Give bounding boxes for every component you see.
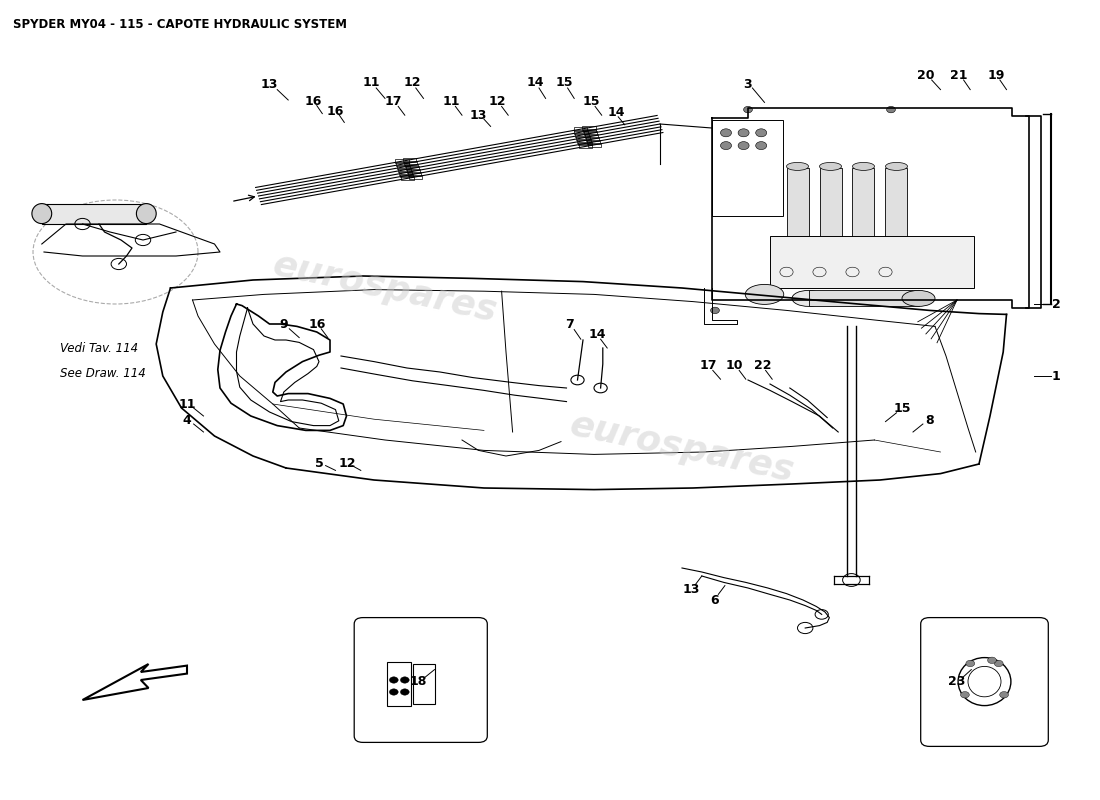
Circle shape: [400, 677, 409, 683]
Text: eurospares: eurospares: [270, 248, 500, 328]
Text: 2: 2: [1052, 298, 1060, 310]
Bar: [770, 236, 974, 288]
Text: See Draw. 114: See Draw. 114: [60, 367, 146, 380]
Text: 11: 11: [363, 76, 381, 89]
Circle shape: [756, 142, 767, 150]
Text: 15: 15: [556, 76, 573, 89]
Text: 13: 13: [470, 109, 487, 122]
Text: 8: 8: [925, 414, 934, 426]
Text: 16: 16: [308, 318, 326, 331]
Circle shape: [994, 660, 1003, 666]
Circle shape: [988, 657, 997, 663]
Bar: [42, 204, 146, 224]
Text: 11: 11: [178, 398, 196, 410]
Text: 12: 12: [404, 76, 421, 89]
Circle shape: [720, 142, 732, 150]
Bar: [852, 168, 874, 240]
Text: 1: 1: [1052, 370, 1060, 382]
Text: 14: 14: [607, 106, 625, 118]
Ellipse shape: [32, 204, 52, 223]
Ellipse shape: [820, 162, 842, 170]
Circle shape: [960, 691, 969, 698]
Bar: [808, 290, 918, 306]
Text: 14: 14: [527, 76, 544, 89]
Text: SPYDER MY04 - 115 - CAPOTE HYDRAULIC SYSTEM: SPYDER MY04 - 115 - CAPOTE HYDRAULIC SYS…: [13, 18, 348, 30]
Bar: [387, 662, 411, 706]
Text: Vedi Tav. 114: Vedi Tav. 114: [60, 342, 139, 354]
Text: 10: 10: [726, 359, 744, 372]
Text: 17: 17: [385, 95, 403, 108]
Circle shape: [738, 129, 749, 137]
Circle shape: [389, 689, 398, 695]
Ellipse shape: [786, 162, 808, 170]
Text: 22: 22: [754, 359, 771, 372]
Text: 11: 11: [442, 95, 460, 108]
Text: 12: 12: [339, 457, 356, 470]
Text: 14: 14: [588, 328, 606, 341]
Text: 21: 21: [950, 69, 968, 82]
Text: 16: 16: [305, 95, 322, 108]
Text: 19: 19: [988, 69, 1005, 82]
Text: 6: 6: [711, 594, 719, 606]
Circle shape: [756, 129, 767, 137]
Text: 3: 3: [744, 78, 752, 90]
Text: 20: 20: [917, 69, 935, 82]
Circle shape: [887, 106, 895, 113]
Bar: [412, 664, 434, 704]
Bar: [886, 168, 907, 240]
Circle shape: [389, 677, 398, 683]
Text: eurospares: eurospares: [566, 408, 798, 488]
Text: 15: 15: [893, 402, 911, 414]
Text: 13: 13: [261, 78, 278, 90]
Text: 4: 4: [183, 414, 191, 426]
Circle shape: [966, 660, 975, 666]
Text: 15: 15: [583, 95, 601, 108]
Text: 18: 18: [409, 675, 427, 688]
Text: 12: 12: [488, 95, 506, 108]
Bar: [820, 168, 842, 240]
Ellipse shape: [902, 290, 935, 306]
Text: 9: 9: [279, 318, 288, 331]
Text: 16: 16: [327, 105, 344, 118]
Ellipse shape: [886, 162, 907, 170]
Circle shape: [711, 307, 719, 314]
Ellipse shape: [136, 204, 156, 223]
Circle shape: [400, 689, 409, 695]
Circle shape: [738, 142, 749, 150]
Text: 7: 7: [565, 318, 574, 331]
Ellipse shape: [746, 284, 783, 304]
Bar: [786, 168, 808, 240]
Circle shape: [1000, 691, 1009, 698]
Circle shape: [720, 129, 732, 137]
Bar: [712, 120, 783, 216]
Ellipse shape: [792, 290, 825, 306]
Text: 17: 17: [700, 359, 717, 372]
Circle shape: [744, 106, 752, 113]
Text: 13: 13: [682, 583, 700, 596]
Ellipse shape: [852, 162, 874, 170]
Polygon shape: [82, 664, 187, 700]
Text: 23: 23: [948, 675, 966, 688]
Text: 5: 5: [315, 457, 323, 470]
